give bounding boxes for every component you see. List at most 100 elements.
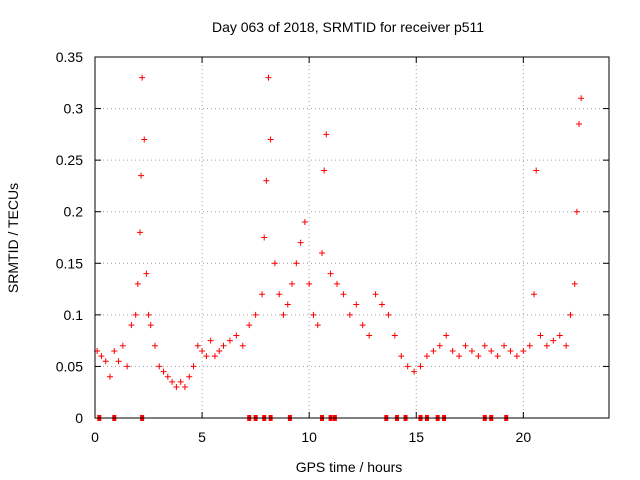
data-point <box>207 337 214 344</box>
data-point <box>533 167 540 174</box>
data-point <box>246 322 253 329</box>
tick-labels: 0 5 10 15 20 0 0.05 0.1 0.15 0.2 0.25 0.3 0.35 <box>56 49 532 445</box>
data-point <box>199 347 206 354</box>
data-point <box>280 311 287 318</box>
data-point <box>138 172 145 179</box>
data-point <box>143 270 150 277</box>
data-point <box>353 301 360 308</box>
data-point <box>289 280 296 287</box>
y-axis-title: SRMTID / TECUs <box>5 183 21 293</box>
y-tick-label: 0.1 <box>64 307 84 323</box>
data-point <box>111 347 118 354</box>
data-point <box>501 342 508 349</box>
data-point <box>391 332 398 339</box>
data-point <box>323 131 330 138</box>
data-point <box>372 291 379 298</box>
data-point <box>334 280 341 287</box>
data-point <box>194 342 201 349</box>
data-point <box>456 353 463 360</box>
data-point <box>160 368 167 375</box>
y-tick-label: 0.2 <box>64 204 84 220</box>
y-tick-label: 0.25 <box>56 152 83 168</box>
data-point <box>132 311 139 318</box>
data-point <box>481 342 488 349</box>
data-point <box>321 167 328 174</box>
y-tick-label: 0.3 <box>64 101 84 117</box>
data-point <box>531 291 538 298</box>
data-point <box>340 291 347 298</box>
data-point <box>556 332 563 339</box>
data-point <box>404 363 411 370</box>
data-point <box>233 332 240 339</box>
data-point <box>411 368 418 375</box>
data-point <box>136 229 143 236</box>
data-point <box>417 363 424 370</box>
data-point <box>494 353 501 360</box>
data-point <box>293 260 300 267</box>
axes <box>94 56 610 419</box>
data-point <box>423 353 430 360</box>
data-point <box>297 239 304 246</box>
x-tick-label: 10 <box>301 429 317 445</box>
data-point <box>378 301 385 308</box>
data-point <box>151 342 158 349</box>
x-tick-label: 0 <box>91 429 99 445</box>
data-point <box>259 291 266 298</box>
data-point <box>190 363 197 370</box>
data-point <box>543 342 550 349</box>
data-point <box>98 353 105 360</box>
data-point <box>276 291 283 298</box>
y-tick-label: 0.35 <box>56 49 83 65</box>
data-point <box>124 363 131 370</box>
data-point <box>578 95 585 102</box>
data-point <box>139 74 146 81</box>
data-point <box>430 347 437 354</box>
data-point <box>436 342 443 349</box>
x-tick-label: 20 <box>516 429 532 445</box>
data-point <box>106 373 113 380</box>
data-point <box>513 353 520 360</box>
data-point <box>141 136 148 143</box>
data-point <box>366 332 373 339</box>
y-tick-label: 0 <box>75 410 83 426</box>
data-point <box>567 311 574 318</box>
data-point <box>261 234 268 241</box>
data-point <box>526 342 533 349</box>
y-tick-label: 0.15 <box>56 255 83 271</box>
data-point <box>211 353 218 360</box>
data-point <box>573 208 580 215</box>
data-point <box>128 322 135 329</box>
data-point <box>576 121 583 128</box>
data-point <box>327 270 334 277</box>
data-point <box>115 358 122 365</box>
data-point <box>310 311 317 318</box>
data-point <box>306 280 313 287</box>
data-point <box>507 347 514 354</box>
data-point <box>385 311 392 318</box>
data-point <box>164 373 171 380</box>
data-point <box>571 280 578 287</box>
x-tick-label: 5 <box>198 429 206 445</box>
data-point <box>271 260 278 267</box>
data-point <box>177 378 184 385</box>
data-point <box>398 353 405 360</box>
data-point <box>169 378 176 385</box>
data-point <box>156 363 163 370</box>
data-point <box>462 342 469 349</box>
data-point <box>443 332 450 339</box>
data-point <box>265 74 272 81</box>
data-point <box>346 311 353 318</box>
data-point <box>119 342 126 349</box>
x-axis-title: GPS time / hours <box>296 459 403 475</box>
data-point <box>252 311 259 318</box>
data-point <box>186 373 193 380</box>
x-tick-label: 15 <box>408 429 424 445</box>
data-point <box>173 384 180 391</box>
data-point <box>147 322 154 329</box>
plot-border <box>94 56 610 419</box>
data-point <box>314 322 321 329</box>
data-point <box>145 311 152 318</box>
data-point <box>226 337 233 344</box>
